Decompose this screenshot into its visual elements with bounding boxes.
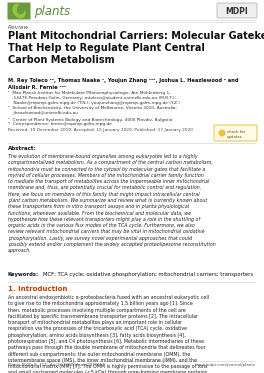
FancyBboxPatch shape — [7, 3, 31, 19]
Text: ¹  Max-Planck-Institut für Molekulare Pflanzenphysiologie, Am Mühlenberg 1,
    : ¹ Max-Planck-Institut für Molekulare Pfl… — [8, 91, 180, 105]
Text: Plant Mitochondrial Carriers: Molecular Gatekeepers
That Help to Regulate Plant : Plant Mitochondrial Carriers: Molecular … — [8, 31, 264, 65]
Text: MCF; TCA cycle; oxidative phosphorylation; mitochondrial carriers; transporters: MCF; TCA cycle; oxidative phosphorylatio… — [43, 272, 253, 277]
Text: Plants 2020, 9, 117; doi:10.3390/plants9010117: Plants 2020, 9, 117; doi:10.3390/plants9… — [8, 363, 105, 367]
Text: An ancestral endosymbiotic α-proteobacteria fused with an ancestral eukaryotic c: An ancestral endosymbiotic α-proteobacte… — [8, 295, 209, 373]
Text: Abstract:: Abstract: — [8, 146, 37, 151]
Text: Review: Review — [8, 25, 29, 30]
Ellipse shape — [12, 4, 26, 18]
Text: www.mdpi.com/journal/plants: www.mdpi.com/journal/plants — [196, 363, 256, 367]
Text: Keywords:: Keywords: — [8, 272, 39, 277]
Text: check for
updates: check for updates — [227, 130, 245, 139]
FancyBboxPatch shape — [214, 125, 257, 141]
Circle shape — [219, 129, 225, 137]
Text: plants: plants — [34, 5, 70, 18]
Text: *  Correspondence: fernie@mpimp-golm.mpg.de: * Correspondence: fernie@mpimp-golm.mpg.… — [8, 122, 112, 126]
Text: The evolution of membrane-bound organelles among eukaryotes led to a highly
comp: The evolution of membrane-bound organell… — [8, 154, 216, 253]
FancyBboxPatch shape — [217, 3, 257, 18]
Text: M. Rey Toleco ¹², Thomas Naake ¹, Youjun Zhang ¹²³, Joshua L. Heazlewood ² and
A: M. Rey Toleco ¹², Thomas Naake ¹, Youjun… — [8, 78, 238, 90]
Text: ³  Center of Plant Systems Biology and Biotechnology, 4000 Plovdiv, Bulgaria: ³ Center of Plant Systems Biology and Bi… — [8, 117, 172, 122]
Text: Received: 19 December 2019; Accepted: 15 January 2020; Published: 17 January 202: Received: 19 December 2019; Accepted: 15… — [8, 128, 193, 132]
Text: 1. Introduction: 1. Introduction — [8, 286, 67, 292]
Text: MDPI: MDPI — [226, 6, 248, 16]
Ellipse shape — [17, 4, 25, 15]
Text: ²  School of Biochemistry, the University of Melbourne, Victoria 3010, Australia: ² School of Biochemistry, the University… — [8, 107, 177, 115]
